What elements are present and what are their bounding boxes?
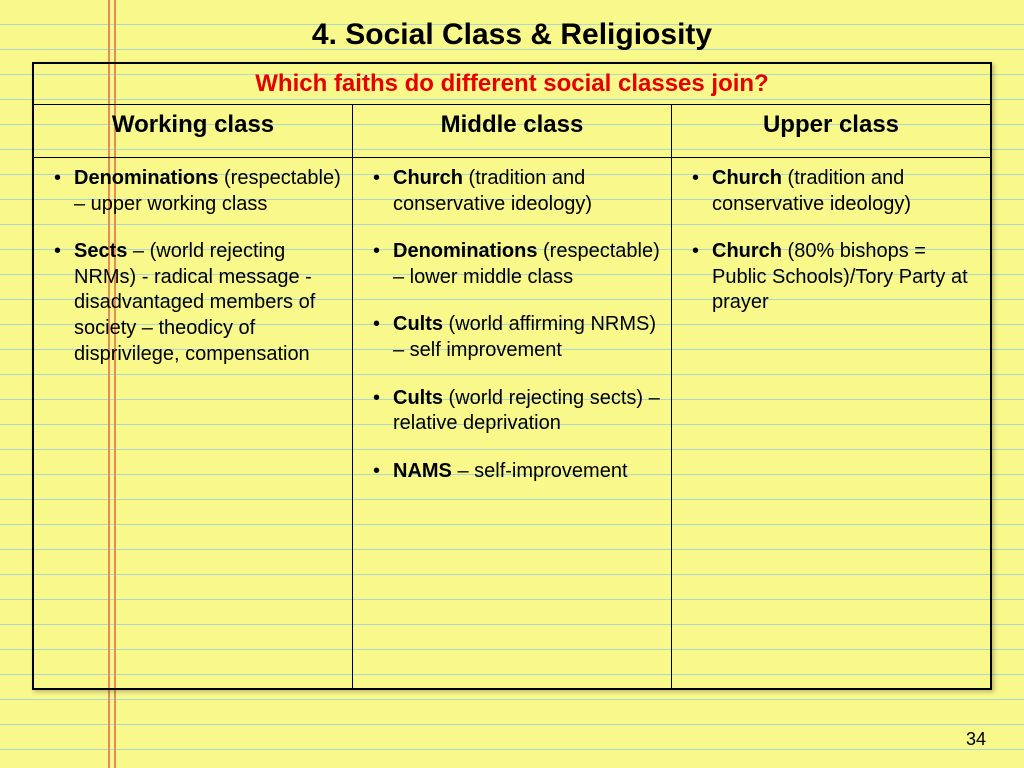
table-subtitle: Which faiths do different social classes… <box>34 64 990 105</box>
list-item: Church (tradition and conservative ideol… <box>682 166 980 217</box>
bullet-list: Denominations (respectable) – upper work… <box>44 166 342 367</box>
content-table: Which faiths do different social classes… <box>32 62 992 690</box>
table-header-row: Working class Middle class Upper class <box>34 105 990 158</box>
column-upper-class: Church (tradition and conservative ideol… <box>672 158 990 688</box>
list-item: Denominations (respectable) – upper work… <box>44 166 342 217</box>
column-middle-class: Church (tradition and conservative ideol… <box>353 158 672 688</box>
list-item: Cults (world rejecting sects) – relative… <box>363 386 661 437</box>
column-header: Upper class <box>672 105 990 157</box>
slide: 4. Social Class & Religiosity Which fait… <box>0 0 1024 710</box>
list-item: NAMS – self-improvement <box>363 459 661 485</box>
bullet-list: Church (tradition and conservative ideol… <box>363 166 661 484</box>
bullet-list: Church (tradition and conservative ideol… <box>682 166 980 316</box>
list-item: Church (tradition and conservative ideol… <box>363 166 661 217</box>
list-item: Church (80% bishops = Public Schools)/To… <box>682 239 980 316</box>
page-number: 34 <box>966 729 986 750</box>
list-item: Cults (world affirming NRMS) – self impr… <box>363 312 661 363</box>
page-title: 4. Social Class & Religiosity <box>30 18 994 52</box>
column-working-class: Denominations (respectable) – upper work… <box>34 158 353 688</box>
list-item: Denominations (respectable) – lower midd… <box>363 239 661 290</box>
table-body-row: Denominations (respectable) – upper work… <box>34 158 990 688</box>
list-item: Sects – (world rejecting NRMs) - radical… <box>44 239 342 367</box>
column-header: Middle class <box>353 105 672 157</box>
column-header: Working class <box>34 105 353 157</box>
